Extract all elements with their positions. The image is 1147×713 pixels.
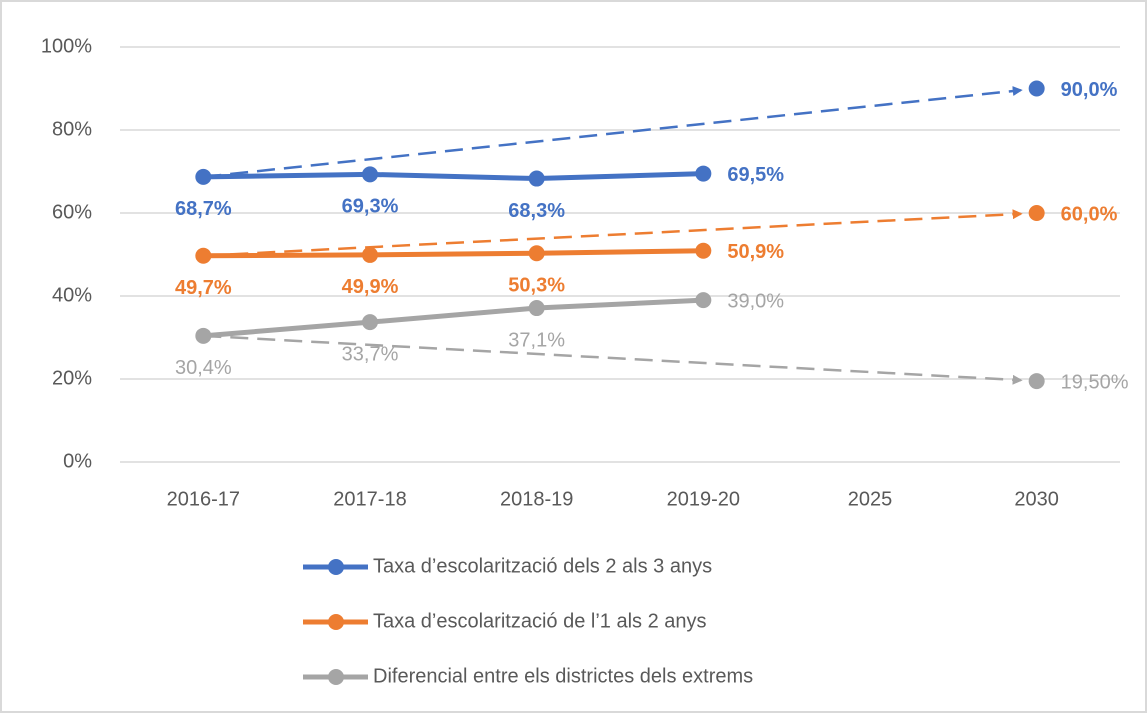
point <box>528 170 545 187</box>
data-label: 39,0% <box>727 290 784 312</box>
data-label: 50,9% <box>727 241 784 263</box>
data-label: 69,5% <box>727 164 784 186</box>
legend-label: Diferencial entre els districtes dels ex… <box>373 665 753 687</box>
y-tick-label: 100% <box>41 35 92 57</box>
y-tick-label: 40% <box>52 284 92 306</box>
legend-label: Taxa d’escolarització dels 2 als 3 anys <box>373 555 712 577</box>
point <box>195 168 212 185</box>
point <box>362 314 378 331</box>
x-tick-label: 2025 <box>848 488 893 510</box>
data-label: 60,0% <box>1061 203 1118 225</box>
legend-label: Taxa d’escolarització de l’1 als 2 anys <box>373 610 707 632</box>
y-tick-label: 80% <box>52 118 92 140</box>
data-label: 49,9% <box>342 276 399 298</box>
legend-marker <box>328 559 344 575</box>
data-label: 30,4% <box>175 357 232 379</box>
x-tick-label: 2017-18 <box>333 488 406 510</box>
point <box>362 166 378 183</box>
point <box>195 327 212 344</box>
point <box>362 246 378 263</box>
x-tick-label: 2018-19 <box>500 488 573 510</box>
data-label: 90,0% <box>1061 79 1118 101</box>
point <box>695 292 712 309</box>
y-tick-label: 60% <box>52 201 92 223</box>
legend-marker <box>328 614 344 630</box>
data-label: 37,1% <box>508 329 565 351</box>
x-tick-label: 2019-20 <box>667 488 740 510</box>
data-label: 50,3% <box>508 275 565 297</box>
data-label: 69,3% <box>342 196 399 218</box>
x-tick-label: 2016-17 <box>167 488 240 510</box>
point <box>528 245 545 262</box>
data-label: 68,3% <box>508 200 565 222</box>
y-tick-label: 0% <box>63 450 92 472</box>
point <box>1028 373 1045 390</box>
point <box>195 247 212 264</box>
trend-arrow <box>203 86 1023 179</box>
point <box>695 242 712 259</box>
data-label: 19,50% <box>1061 371 1129 393</box>
trend-arrow <box>203 209 1023 257</box>
point <box>1028 205 1045 221</box>
data-label: 33,7% <box>342 343 399 365</box>
series-line <box>203 297 704 339</box>
x-tick-label: 2030 <box>1014 488 1059 510</box>
series-line <box>203 248 704 259</box>
data-label: 68,7% <box>175 198 232 220</box>
data-label: 49,7% <box>175 277 232 299</box>
trend-arrow <box>203 334 1023 385</box>
legend-marker <box>328 669 344 685</box>
point <box>695 165 712 182</box>
y-tick-label: 20% <box>52 367 92 389</box>
point <box>1028 80 1045 97</box>
series-line <box>203 171 704 182</box>
point <box>528 300 545 317</box>
